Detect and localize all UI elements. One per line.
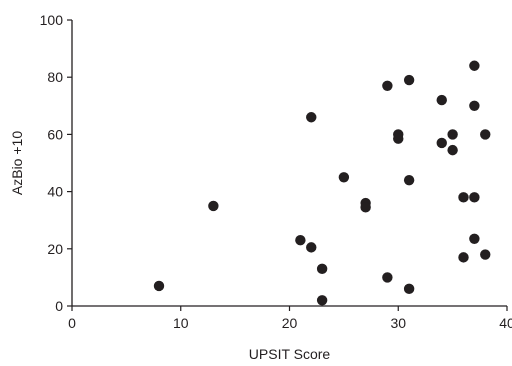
x-tick-label: 40: [499, 315, 512, 331]
x-tick-label: 20: [282, 315, 298, 331]
data-point: [480, 129, 491, 140]
x-tick-label: 30: [390, 315, 406, 331]
x-tick-label: 10: [173, 315, 189, 331]
data-point: [403, 283, 415, 295]
y-tick-label: 100: [40, 12, 64, 28]
data-point: [469, 100, 480, 112]
x-axis-title: UPSIT Score: [249, 346, 331, 362]
data-point: [436, 94, 447, 106]
y-axis-ticks: 0 20 40 60 80 100: [40, 12, 72, 314]
data-point: [447, 144, 458, 156]
data-point: [480, 249, 491, 260]
y-tick-label: 0: [55, 298, 63, 314]
data-point: [295, 235, 306, 246]
data-point: [382, 80, 393, 91]
y-tick-label: 40: [47, 184, 63, 200]
data-point: [393, 133, 404, 144]
data-point: [316, 295, 328, 306]
data-point: [338, 172, 350, 183]
data-point: [458, 192, 469, 203]
data-point: [469, 192, 480, 203]
y-tick-label: 60: [47, 126, 63, 142]
data-point: [306, 242, 317, 253]
data-point: [458, 252, 469, 263]
x-axis-ticks: 0 10 20 30 40: [68, 306, 512, 331]
y-axis-title: AzBio +10: [9, 131, 25, 195]
data-point: [403, 174, 415, 186]
data-point: [360, 202, 371, 213]
y-tick-label: 80: [47, 69, 63, 85]
data-point: [403, 74, 415, 86]
x-tick-label: 0: [68, 315, 76, 331]
data-point: [382, 272, 393, 283]
data-point: [316, 263, 328, 275]
data-point: [436, 137, 447, 149]
data-points: [153, 60, 491, 306]
data-point: [469, 233, 480, 244]
data-point: [153, 280, 165, 292]
data-point: [208, 200, 219, 212]
y-tick-label: 20: [47, 241, 63, 257]
data-point: [306, 112, 317, 123]
data-point: [447, 129, 458, 140]
data-point: [469, 60, 480, 71]
